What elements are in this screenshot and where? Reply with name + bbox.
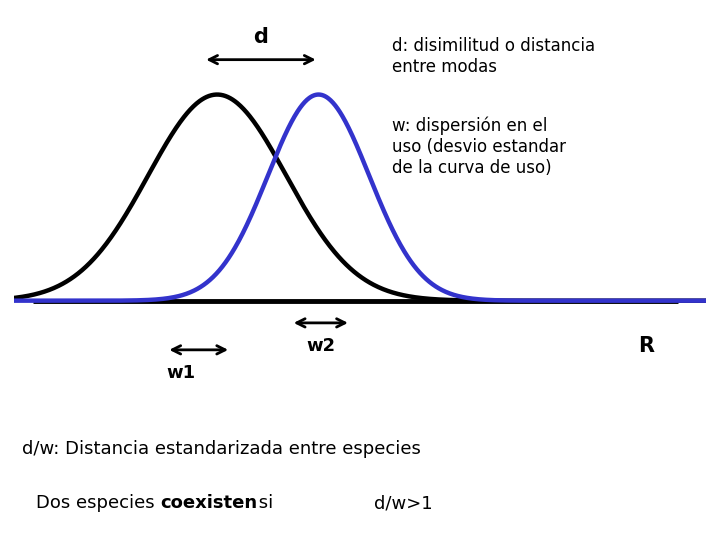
Text: d: d xyxy=(253,27,269,47)
Text: Dos especies: Dos especies xyxy=(36,494,161,512)
Text: w1: w1 xyxy=(166,364,196,382)
Text: d/w>1: d/w>1 xyxy=(374,494,433,512)
Text: coexisten: coexisten xyxy=(160,494,257,512)
Text: w: dispersión en el
uso (desvio estandar
de la curva de uso): w: dispersión en el uso (desvio estandar… xyxy=(392,117,566,177)
Text: d: disimilitud o distancia
entre modas: d: disimilitud o distancia entre modas xyxy=(392,37,595,76)
Text: si: si xyxy=(253,494,274,512)
Text: d/w: Distancia estandarizada entre especies: d/w: Distancia estandarizada entre espec… xyxy=(22,440,420,458)
Text: w2: w2 xyxy=(306,337,336,355)
Text: R: R xyxy=(638,335,654,355)
